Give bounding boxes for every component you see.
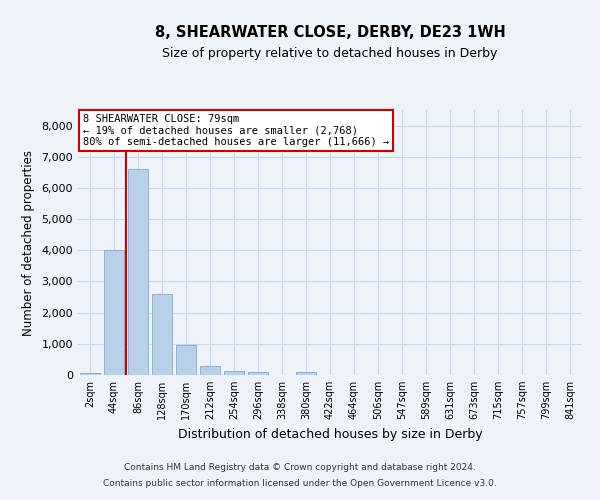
Bar: [128, 169, 148, 375]
Bar: [296, 372, 316, 375]
Text: Contains public sector information licensed under the Open Government Licence v3: Contains public sector information licen…: [103, 478, 497, 488]
Bar: [248, 372, 268, 375]
Bar: [200, 366, 220, 375]
Text: Contains HM Land Registry data © Crown copyright and database right 2024.: Contains HM Land Registry data © Crown c…: [124, 464, 476, 472]
Text: Size of property relative to detached houses in Derby: Size of property relative to detached ho…: [163, 48, 497, 60]
Bar: [104, 250, 124, 375]
Bar: [176, 346, 196, 375]
X-axis label: Distribution of detached houses by size in Derby: Distribution of detached houses by size …: [178, 428, 482, 440]
Text: 8, SHEARWATER CLOSE, DERBY, DE23 1WH: 8, SHEARWATER CLOSE, DERBY, DE23 1WH: [155, 25, 505, 40]
Text: 8 SHEARWATER CLOSE: 79sqm
← 19% of detached houses are smaller (2,768)
80% of se: 8 SHEARWATER CLOSE: 79sqm ← 19% of detac…: [83, 114, 389, 147]
Y-axis label: Number of detached properties: Number of detached properties: [22, 150, 35, 336]
Bar: [152, 294, 172, 375]
Bar: [80, 372, 100, 375]
Bar: [224, 372, 244, 375]
